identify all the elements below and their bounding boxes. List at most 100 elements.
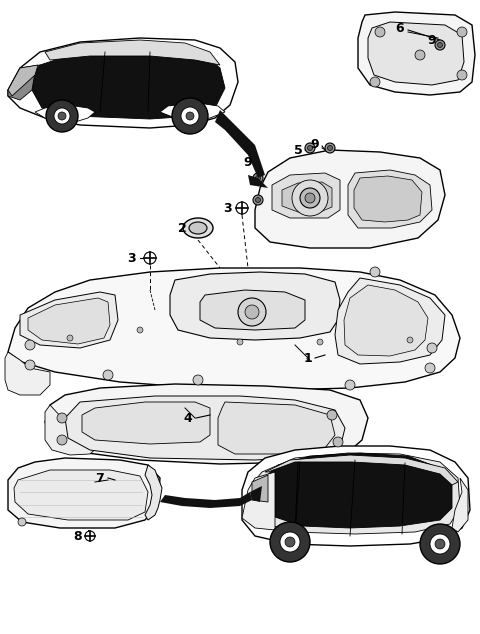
Polygon shape (344, 285, 428, 356)
Text: 1: 1 (304, 351, 312, 365)
Polygon shape (8, 38, 238, 128)
Text: 3: 3 (128, 252, 136, 264)
Circle shape (237, 339, 243, 345)
Circle shape (193, 375, 203, 385)
Polygon shape (8, 458, 160, 528)
Polygon shape (452, 478, 468, 532)
Circle shape (57, 435, 67, 445)
Circle shape (58, 112, 66, 120)
Polygon shape (265, 455, 458, 485)
Polygon shape (242, 472, 275, 530)
Polygon shape (255, 150, 445, 248)
Polygon shape (45, 40, 220, 65)
Circle shape (317, 339, 323, 345)
Circle shape (25, 360, 35, 370)
Circle shape (236, 202, 248, 214)
Circle shape (270, 522, 310, 562)
Polygon shape (28, 298, 110, 344)
Circle shape (137, 327, 143, 333)
Circle shape (253, 173, 263, 183)
Polygon shape (145, 465, 162, 520)
Ellipse shape (189, 222, 207, 234)
Circle shape (245, 305, 259, 319)
Polygon shape (82, 402, 210, 444)
Circle shape (57, 413, 67, 423)
Text: 6: 6 (396, 22, 404, 34)
Polygon shape (160, 492, 252, 508)
Circle shape (255, 176, 261, 181)
Text: 7: 7 (96, 472, 104, 484)
Polygon shape (160, 104, 225, 120)
Circle shape (407, 337, 413, 343)
Text: 9: 9 (311, 138, 319, 150)
Circle shape (255, 198, 261, 202)
Circle shape (144, 252, 156, 264)
Circle shape (308, 145, 312, 150)
Circle shape (25, 340, 35, 350)
Circle shape (238, 298, 266, 326)
Polygon shape (20, 292, 118, 348)
Polygon shape (215, 110, 265, 178)
Circle shape (327, 145, 333, 150)
Circle shape (300, 188, 320, 208)
Polygon shape (45, 405, 100, 455)
Polygon shape (335, 278, 445, 364)
Circle shape (425, 363, 435, 373)
Circle shape (18, 518, 26, 526)
Polygon shape (8, 268, 460, 390)
Circle shape (292, 180, 328, 216)
Circle shape (253, 195, 263, 205)
Circle shape (54, 108, 70, 124)
Polygon shape (252, 453, 460, 534)
Polygon shape (262, 453, 452, 528)
Polygon shape (218, 402, 335, 454)
Polygon shape (8, 65, 40, 100)
Polygon shape (250, 486, 262, 502)
Circle shape (427, 343, 437, 353)
Text: 4: 4 (184, 411, 192, 425)
Polygon shape (35, 106, 95, 122)
Polygon shape (45, 384, 368, 464)
Polygon shape (358, 12, 475, 95)
Circle shape (67, 335, 73, 341)
Circle shape (457, 27, 467, 37)
Circle shape (415, 50, 425, 60)
Polygon shape (65, 396, 345, 460)
Circle shape (280, 532, 300, 552)
Circle shape (305, 193, 315, 203)
Circle shape (305, 143, 315, 153)
Polygon shape (282, 182, 332, 212)
Polygon shape (252, 475, 268, 502)
Text: 8: 8 (74, 529, 82, 543)
Polygon shape (170, 272, 340, 340)
Circle shape (325, 143, 335, 153)
Circle shape (435, 539, 445, 549)
Circle shape (103, 370, 113, 380)
Polygon shape (272, 173, 340, 218)
Circle shape (46, 100, 78, 132)
Polygon shape (5, 352, 50, 395)
Polygon shape (200, 290, 305, 330)
Circle shape (435, 40, 445, 50)
Circle shape (186, 112, 194, 120)
Polygon shape (14, 470, 148, 520)
Polygon shape (32, 50, 225, 119)
Text: 3: 3 (224, 202, 232, 214)
Text: 5: 5 (294, 143, 302, 157)
Polygon shape (348, 170, 432, 228)
Circle shape (285, 537, 295, 547)
Circle shape (370, 77, 380, 87)
Circle shape (333, 437, 343, 447)
Polygon shape (248, 175, 268, 188)
Text: 9: 9 (428, 34, 436, 46)
Circle shape (457, 70, 467, 80)
Text: 2: 2 (178, 221, 186, 235)
Text: 9: 9 (244, 157, 252, 169)
Circle shape (370, 267, 380, 277)
Circle shape (345, 380, 355, 390)
Circle shape (85, 531, 95, 541)
Circle shape (420, 524, 460, 564)
Circle shape (430, 534, 450, 554)
Polygon shape (8, 65, 38, 96)
Polygon shape (368, 22, 464, 85)
